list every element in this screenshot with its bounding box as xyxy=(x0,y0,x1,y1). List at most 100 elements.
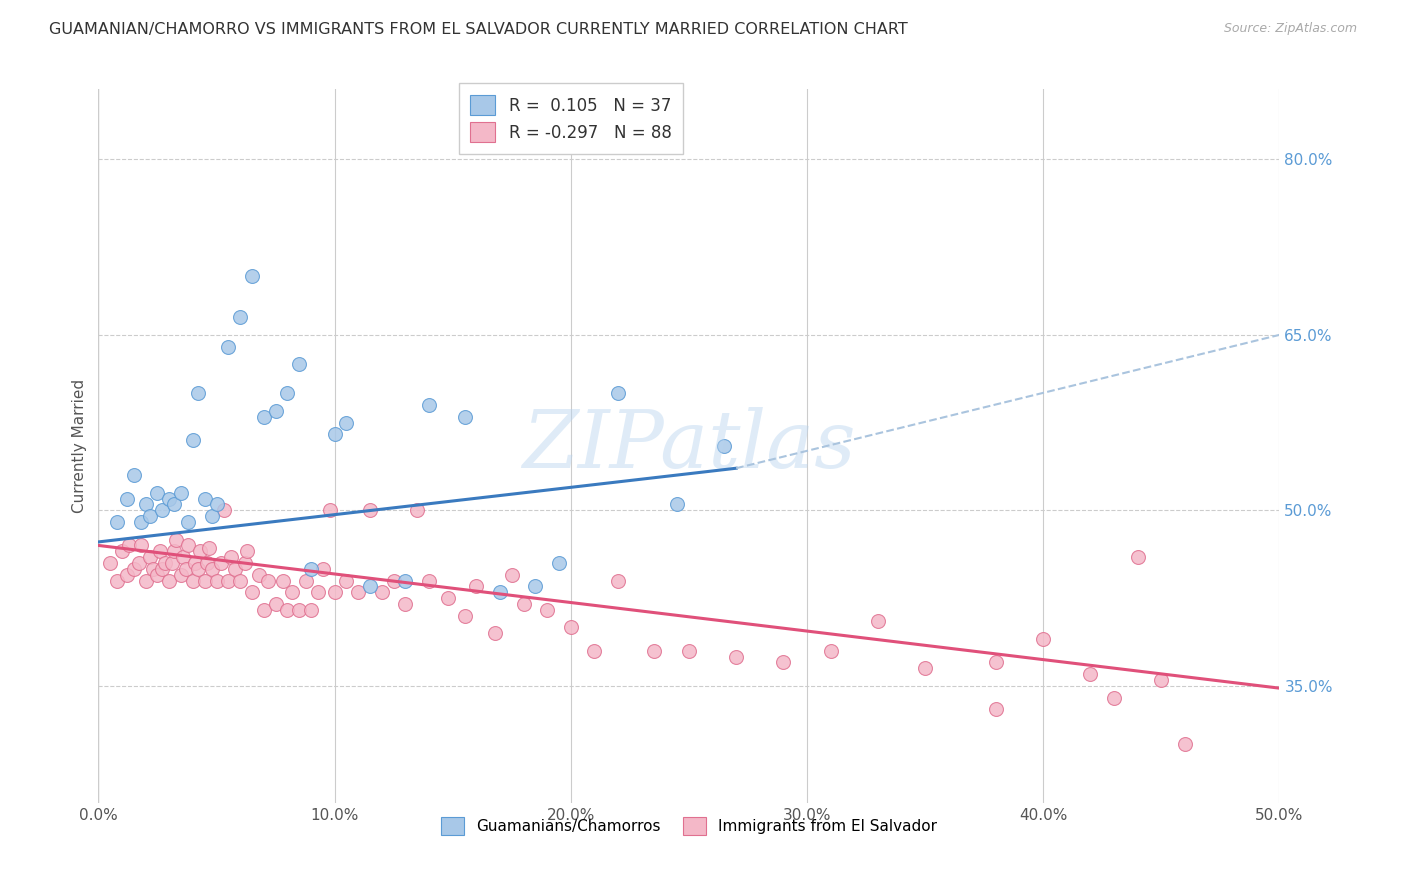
Point xyxy=(299,562,322,576)
Point xyxy=(172,550,194,565)
Point xyxy=(323,427,346,442)
Point xyxy=(394,597,416,611)
Point xyxy=(188,544,211,558)
Point xyxy=(217,340,239,354)
Point xyxy=(288,603,311,617)
Point xyxy=(335,416,357,430)
Point xyxy=(295,574,318,588)
Point xyxy=(548,556,571,570)
Point xyxy=(181,574,204,588)
Point xyxy=(163,544,186,558)
Point xyxy=(666,498,689,512)
Legend: Guamanians/Chamorros, Immigrants from El Salvador: Guamanians/Chamorros, Immigrants from El… xyxy=(434,811,943,841)
Point xyxy=(118,538,141,552)
Y-axis label: Currently Married: Currently Married xyxy=(72,379,87,513)
Point xyxy=(359,579,381,593)
Point xyxy=(219,550,242,565)
Point xyxy=(163,498,186,512)
Point xyxy=(465,579,488,593)
Point xyxy=(713,439,735,453)
Point xyxy=(437,591,460,605)
Point xyxy=(115,567,138,582)
Point xyxy=(198,541,221,555)
Point xyxy=(105,515,128,529)
Point xyxy=(678,644,700,658)
Point xyxy=(142,562,165,576)
Point xyxy=(212,503,235,517)
Point xyxy=(725,649,748,664)
Point xyxy=(201,562,224,576)
Point xyxy=(307,585,329,599)
Point xyxy=(195,556,218,570)
Point xyxy=(170,567,193,582)
Point xyxy=(271,574,294,588)
Point xyxy=(253,603,276,617)
Point xyxy=(146,567,169,582)
Point xyxy=(418,398,440,412)
Point xyxy=(209,556,232,570)
Point xyxy=(359,503,381,517)
Point xyxy=(181,433,204,447)
Point xyxy=(281,585,304,599)
Text: ZIPatlas: ZIPatlas xyxy=(522,408,856,484)
Text: Source: ZipAtlas.com: Source: ZipAtlas.com xyxy=(1223,22,1357,36)
Point xyxy=(146,485,169,500)
Point xyxy=(160,556,183,570)
Point xyxy=(371,585,394,599)
Point xyxy=(866,615,889,629)
Point xyxy=(394,574,416,588)
Point xyxy=(335,574,357,588)
Point xyxy=(489,585,512,599)
Point xyxy=(174,562,197,576)
Point xyxy=(643,644,665,658)
Point xyxy=(240,269,263,284)
Point xyxy=(149,544,172,558)
Point xyxy=(536,603,558,617)
Point xyxy=(129,538,152,552)
Point xyxy=(984,702,1007,716)
Point xyxy=(105,574,128,588)
Point xyxy=(347,585,370,599)
Point xyxy=(236,544,259,558)
Point xyxy=(484,626,506,640)
Point xyxy=(205,498,228,512)
Point xyxy=(264,597,287,611)
Point xyxy=(288,357,311,371)
Point xyxy=(312,562,335,576)
Point xyxy=(512,597,534,611)
Point xyxy=(98,556,121,570)
Point xyxy=(406,503,429,517)
Point xyxy=(224,562,246,576)
Point xyxy=(1126,550,1149,565)
Point xyxy=(914,661,936,675)
Point xyxy=(122,468,145,483)
Point xyxy=(205,574,228,588)
Point xyxy=(115,491,138,506)
Point xyxy=(772,656,794,670)
Point xyxy=(501,567,523,582)
Point xyxy=(150,562,173,576)
Text: GUAMANIAN/CHAMORRO VS IMMIGRANTS FROM EL SALVADOR CURRENTLY MARRIED CORRELATION : GUAMANIAN/CHAMORRO VS IMMIGRANTS FROM EL… xyxy=(49,22,908,37)
Point xyxy=(1102,690,1125,705)
Point xyxy=(524,579,547,593)
Point xyxy=(177,515,200,529)
Point xyxy=(453,409,475,424)
Point xyxy=(135,498,157,512)
Point xyxy=(299,603,322,617)
Point xyxy=(418,574,440,588)
Point xyxy=(253,409,276,424)
Point xyxy=(135,574,157,588)
Point xyxy=(382,574,405,588)
Point xyxy=(187,386,209,401)
Point xyxy=(194,574,217,588)
Point xyxy=(453,608,475,623)
Point xyxy=(129,515,152,529)
Point xyxy=(276,603,298,617)
Point xyxy=(139,509,162,524)
Point xyxy=(1080,667,1102,681)
Point xyxy=(233,556,256,570)
Point xyxy=(217,574,239,588)
Point xyxy=(319,503,342,517)
Point xyxy=(240,585,263,599)
Point xyxy=(153,556,176,570)
